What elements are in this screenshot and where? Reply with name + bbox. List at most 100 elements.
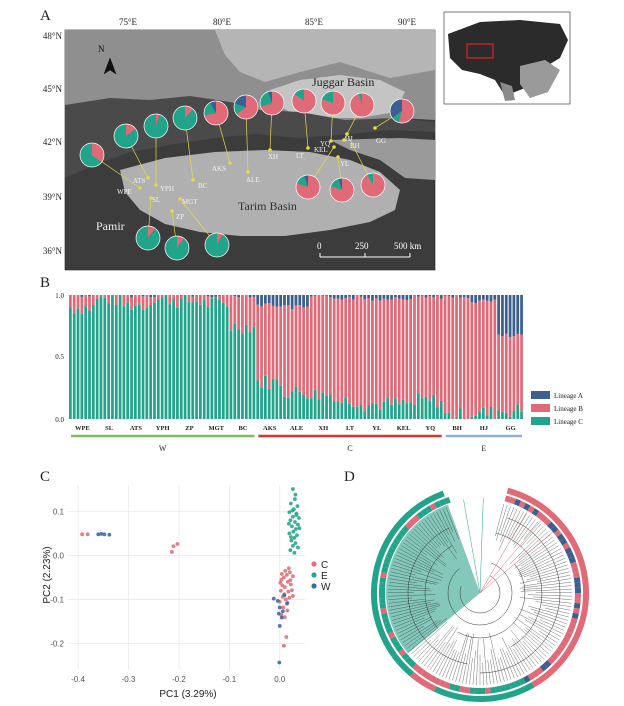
tree-inner-ring: [573, 577, 581, 584]
tree-branch: [404, 539, 427, 556]
structure-bar-b: [95, 295, 99, 299]
structure-bar-a: [130, 295, 133, 298]
site-marker: [228, 161, 232, 165]
structure-bar-a: [378, 295, 382, 301]
structure-group-label: E: [481, 444, 486, 453]
structure-bar-c: [149, 304, 153, 419]
tree-inner-ring: [531, 508, 540, 517]
site-marker: [246, 170, 250, 174]
panel-d-tree: D: [344, 469, 589, 702]
structure-bar-c: [267, 388, 271, 419]
tree-branch: [406, 618, 447, 649]
tree-branch: [445, 650, 457, 679]
structure-bar-b: [416, 296, 420, 394]
map-lon-ticks: 75°E 80°E 85°E 90°E: [119, 17, 417, 27]
panel-a-map: A 75°E 80°E 85°E 90°E 48°N 45°N 42°N 39°…: [40, 8, 571, 271]
structure-bar-c: [290, 391, 294, 419]
structure-bar-a: [206, 295, 210, 297]
structure-bar-a: [420, 295, 424, 296]
structure-site-label: BC: [238, 425, 247, 432]
tree-branch: [496, 505, 508, 541]
tree-branch: [544, 607, 570, 614]
structure-bar-b: [130, 297, 133, 310]
tree-branch: [394, 610, 436, 628]
lon-tick: 80°E: [213, 17, 232, 27]
pca-legend-dot-e: [311, 572, 317, 578]
tree-inner-ring: [390, 636, 398, 644]
structure-site-label: SL: [105, 425, 114, 432]
structure-bar-b: [283, 305, 286, 397]
pca-grid: [68, 485, 305, 670]
structure-bar-b: [137, 295, 141, 305]
pca-point-c: [169, 550, 174, 554]
tree-branch: [507, 510, 521, 538]
structure-bar-a: [309, 295, 313, 297]
tree-inner-ring: [550, 652, 559, 661]
structure-bar-b: [210, 297, 214, 299]
tree-inner-ring: [556, 644, 565, 653]
structure-bar-b: [451, 297, 455, 419]
structure-bar-a: [459, 295, 462, 298]
structure-bar-c: [432, 394, 435, 419]
structure-bar-a: [88, 295, 91, 297]
tree-inner-ring: [408, 517, 417, 526]
structure-bar-b: [241, 295, 244, 334]
structure-bar-b: [359, 296, 363, 406]
pca-point-e: [290, 487, 295, 491]
structure-site-labels: WPE SL ATS YPH ZP MGT BC AKS ALE XH LT YL KEL YQ BH HJ G…: [75, 425, 516, 432]
pie-outline: [113, 123, 139, 149]
tree-inner-ring: [429, 503, 437, 511]
structure-bar-b: [478, 300, 481, 412]
structure-bar-a: [336, 295, 340, 299]
region-tarim-basin: Tarim Basin: [238, 199, 297, 213]
panel-b-letter: B: [40, 275, 50, 291]
structure-group-label: C: [347, 444, 352, 453]
structure-bar-a: [367, 295, 370, 299]
structure-bar-c: [279, 385, 283, 419]
pie-outline: [329, 177, 355, 203]
pca-point-e: [295, 504, 300, 509]
structure-bar-c: [512, 410, 516, 419]
tree-inner-ring: [571, 566, 579, 574]
tree-inner-ring: [564, 631, 573, 639]
tree-branch: [388, 599, 425, 604]
tree-branch: [514, 616, 556, 646]
tree-branch: [408, 628, 437, 652]
pca-point-e: [293, 520, 297, 524]
structure-site-label: LT: [346, 425, 355, 432]
pca-point-e: [289, 538, 294, 543]
structure-bar-b: [466, 298, 470, 419]
pie-slice: [296, 175, 308, 187]
pie-outline: [79, 142, 105, 168]
structure-bar-c: [371, 403, 374, 419]
tree-inner-ring: [523, 503, 531, 511]
tree-inner-ring: [514, 679, 522, 688]
structure-bar-b: [107, 295, 110, 304]
structure-bar-b: [221, 295, 225, 303]
structure-bar-a: [329, 295, 332, 298]
tree-long-branch: [463, 499, 481, 594]
tree-inner-ring: [523, 675, 531, 683]
structure-bar-a: [409, 295, 413, 300]
structure-bar-a: [397, 295, 401, 299]
structure-bar-a: [313, 295, 317, 296]
tree-inner-ring: [568, 556, 577, 564]
structure-bar-a: [271, 295, 275, 306]
structure-bar-c: [344, 397, 348, 419]
tree-branch: [427, 517, 457, 560]
pca-point-c: [85, 532, 90, 537]
pca-point-c: [284, 572, 289, 577]
pie-slice: [114, 124, 139, 149]
structure-legend: Lineage A Lineage B Lineage C: [531, 391, 583, 426]
structure-bar-a: [149, 295, 153, 298]
structure-bar-b: [470, 302, 474, 417]
lat-tick: 45°N: [43, 84, 63, 94]
pie-slice: [204, 101, 229, 125]
structure-bar-b: [378, 300, 382, 410]
pie-lt: [291, 88, 317, 114]
tree-branch: [542, 604, 571, 611]
structure-bar-a: [302, 295, 305, 308]
site-marker: [138, 186, 142, 190]
